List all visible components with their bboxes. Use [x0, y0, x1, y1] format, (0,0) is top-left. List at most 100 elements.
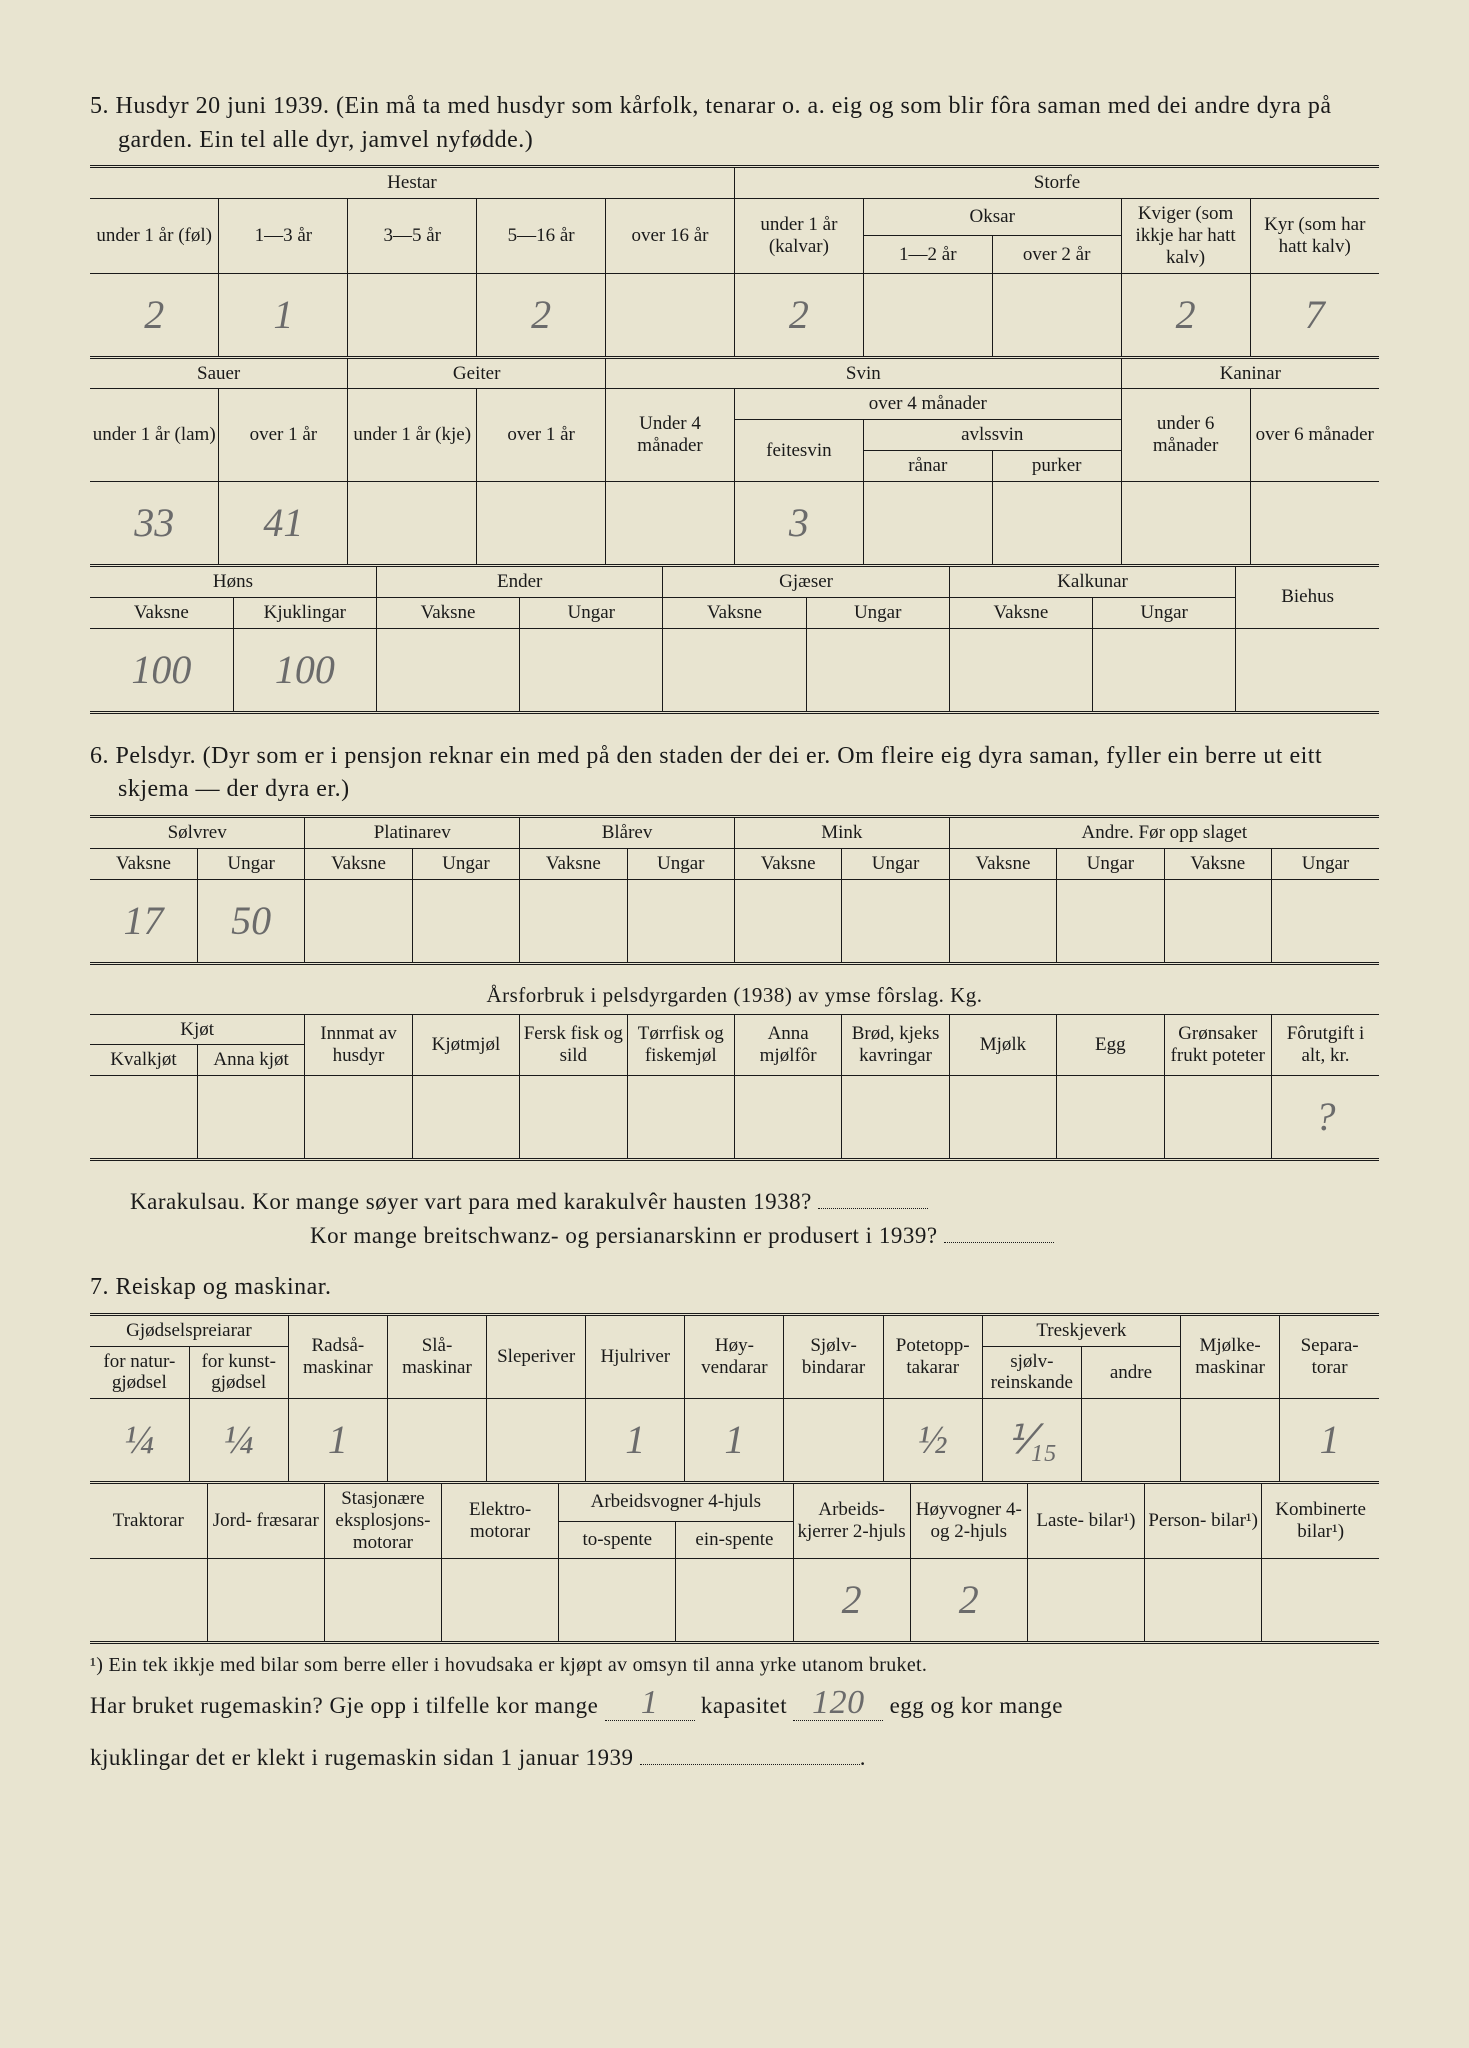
- biehus: Biehus: [1236, 567, 1379, 628]
- sv-ran: rånar: [863, 451, 992, 482]
- g-mink: Mink: [734, 816, 949, 848]
- kl-c2: Ungar: [1093, 597, 1236, 628]
- ka-v0: [1121, 481, 1250, 565]
- r1-v7: [784, 1399, 883, 1483]
- r1-sle: Sleperiver: [487, 1314, 586, 1399]
- so-v: Vaksne: [90, 848, 197, 879]
- so-val0: 17: [90, 879, 197, 963]
- kjot-g: Kjøt: [90, 1014, 305, 1045]
- s-v0: 2: [734, 273, 863, 357]
- r1-pot: Potetopp- takarar: [883, 1314, 982, 1399]
- s-v2: [992, 273, 1121, 357]
- r2-av1: to-spente: [559, 1521, 676, 1558]
- s-kviger: Kviger (som ikkje har hatt kalv): [1121, 199, 1250, 274]
- table-arsforbruk: Kjøt Innmat av husdyr Kjøtmjøl Fersk fis…: [90, 1014, 1379, 1162]
- r2-c3: Elektro- motorar: [442, 1484, 559, 1558]
- sa-c1: under 1 år (lam): [90, 389, 219, 482]
- r1-v5: 1: [586, 1399, 685, 1483]
- af-c5: Brød, kjeks kavringar: [842, 1014, 949, 1076]
- r1-v3: [387, 1399, 486, 1483]
- sa-c2: over 1 år: [219, 389, 348, 482]
- en-c1: Vaksne: [376, 597, 519, 628]
- grp-kaninar: Kaninar: [1121, 359, 1379, 389]
- af-c7: Egg: [1057, 1014, 1164, 1076]
- q1c: egg og kor mange: [890, 1693, 1063, 1718]
- bl-val1: [627, 879, 734, 963]
- r2-v10: [1262, 1558, 1379, 1642]
- h-v2: [348, 273, 477, 357]
- h-v3: 2: [477, 273, 606, 357]
- an-val3: [1271, 879, 1379, 963]
- af-c0: Innmat av husdyr: [305, 1014, 412, 1076]
- pl-u: Ungar: [412, 848, 519, 879]
- en-v1: [520, 628, 663, 712]
- r2-c0: Traktorar: [90, 1484, 207, 1558]
- af-v2: [305, 1076, 412, 1160]
- kjot-c2: Anna kjøt: [197, 1045, 304, 1076]
- h-col4: over 16 år: [606, 199, 735, 274]
- af-v5: [627, 1076, 734, 1160]
- r2-v6: 2: [793, 1558, 910, 1642]
- table-pelsdyr: Sølvrev Platinarev Blårev Mink Andre. Fø…: [90, 815, 1379, 965]
- table-reiskap2: Traktorar Jord- fræsarar Stasjonære eksp…: [90, 1484, 1379, 1644]
- rugemaskin-line1: Har bruket rugemaskin? Gje opp i tilfell…: [90, 1683, 1379, 1729]
- r1-tr2: andre: [1081, 1346, 1180, 1399]
- af-v4: [520, 1076, 627, 1160]
- r1-sjo: Sjølv- bindarar: [784, 1314, 883, 1399]
- so-val1: 50: [197, 879, 304, 963]
- mi-val1: [842, 879, 949, 963]
- section7-title: 7. Reiskap og maskinar.: [90, 1271, 1379, 1305]
- af-v3: [412, 1076, 519, 1160]
- ge-c1: under 1 år (kje): [348, 389, 477, 482]
- rugemaskin-line2: kjuklingar det er klekt i rugemaskin sid…: [90, 1735, 1379, 1781]
- so-u: Ungar: [197, 848, 304, 879]
- af-v9: [1057, 1076, 1164, 1160]
- s-kyr: Kyr (som har hatt kalv): [1250, 199, 1379, 274]
- af-c2: Fersk fisk og sild: [520, 1014, 627, 1076]
- r2-v4: [559, 1558, 676, 1642]
- table-poultry: Høns Ender Gjæser Kalkunar Biehus Vaksne…: [90, 567, 1379, 714]
- r2-r1: Høyvogner 4- og 2-hjuls: [910, 1484, 1027, 1558]
- q1b: kapasitet: [701, 1693, 787, 1718]
- r1-v1: ¼: [189, 1399, 288, 1483]
- g-blar: Blårev: [520, 816, 735, 848]
- sa-v1: 41: [219, 481, 348, 565]
- r1-hju: Hjulriver: [586, 1314, 685, 1399]
- r2-av: Arbeidsvogner 4-hjuls: [559, 1484, 793, 1521]
- r1-sla: Slå- maskinar: [387, 1314, 486, 1399]
- pl-v: Vaksne: [305, 848, 412, 879]
- r1-v0: ¼: [90, 1399, 189, 1483]
- r1-v2: 1: [288, 1399, 387, 1483]
- ge-v1: [477, 481, 606, 565]
- s-oksar2: over 2 år: [992, 236, 1121, 273]
- kl-v0: [949, 628, 1092, 712]
- af-v6: [734, 1076, 841, 1160]
- kl-c1: Vaksne: [949, 597, 1092, 628]
- table-reiskap1: Gjødselspreiarar Radså- maskinar Slå- ma…: [90, 1313, 1379, 1485]
- grp-storfe: Storfe: [734, 167, 1379, 199]
- sv-u4: Under 4 månader: [606, 389, 735, 482]
- s-v1: [863, 273, 992, 357]
- grp-gjaser: Gjæser: [663, 567, 949, 597]
- ge-v0: [348, 481, 477, 565]
- af-c4: Anna mjølfôr: [734, 1014, 841, 1076]
- af-v7: [842, 1076, 949, 1160]
- s-v3: 2: [1121, 273, 1250, 357]
- grp-kalkunar: Kalkunar: [949, 567, 1235, 597]
- h-col1: 1—3 år: [219, 199, 348, 274]
- en-c2: Ungar: [520, 597, 663, 628]
- ho-c2: Kjuklingar: [233, 597, 376, 628]
- r2-v0: [90, 1558, 207, 1642]
- af-c6: Mjølk: [949, 1014, 1056, 1076]
- sv-avl: avlssvin: [863, 420, 1121, 451]
- af-c1: Kjøtmjøl: [412, 1014, 519, 1076]
- af-c9: Fôrutgift i alt, kr.: [1271, 1014, 1379, 1076]
- pl-val0: [305, 879, 412, 963]
- r1-mjo: Mjølke- maskinar: [1181, 1314, 1280, 1399]
- r1-v9: ⅟₁₅: [982, 1399, 1081, 1483]
- sv-v1: 3: [734, 481, 863, 565]
- karakul-q2: Kor mange breitschwanz- og persianarskin…: [310, 1219, 1379, 1249]
- sa-v0: 33: [90, 481, 219, 565]
- gj-v1: [806, 628, 949, 712]
- h-col3: 5—16 år: [477, 199, 606, 274]
